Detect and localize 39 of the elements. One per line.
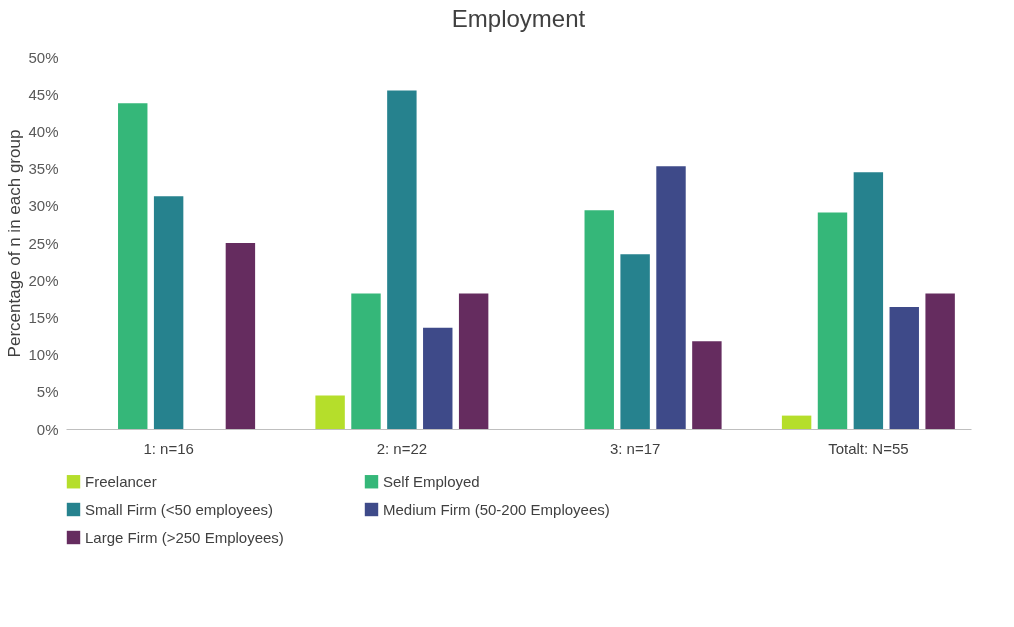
y-tick-label: 30% [28, 197, 59, 215]
bar [620, 254, 650, 429]
x-tick-label: 3: n=17 [609, 439, 661, 457]
bar [925, 293, 955, 429]
y-tick-label: 5% [36, 383, 59, 401]
x-tick-label: Totalt: N=55 [828, 439, 909, 457]
bar [781, 415, 812, 429]
y-tick-label: 0% [36, 420, 59, 438]
bar [423, 327, 453, 429]
y-tick-label: 50% [28, 48, 59, 66]
y-tick-label: 45% [28, 85, 59, 103]
x-tick-label: 2: n=22 [376, 439, 428, 457]
legend-label: Large Firm (>250 Employees) [85, 528, 284, 546]
y-tick-label: 25% [28, 234, 59, 252]
bar [387, 90, 417, 429]
bar [118, 103, 148, 429]
y-tick-label: 15% [28, 308, 59, 326]
chart-title: Employment [451, 5, 586, 32]
y-tick-label: 10% [28, 346, 59, 364]
bar [889, 306, 919, 429]
bar [315, 395, 345, 429]
bar [692, 341, 722, 429]
y-tick-label: 35% [28, 160, 59, 178]
y-tick-label: 20% [28, 271, 59, 289]
x-tick-label: 1: n=16 [143, 439, 194, 457]
bar [153, 196, 184, 429]
bar [656, 166, 686, 429]
legend-label: Medium Firm (50-200 Employees) [383, 500, 610, 518]
bar [853, 172, 884, 429]
bar [351, 293, 381, 429]
bar [225, 243, 256, 429]
bar [817, 212, 848, 429]
legend-label: Self Employed [383, 472, 480, 490]
y-axis-title: Percentage of n in each group [5, 129, 25, 358]
legend-label: Small Firm (<50 employees) [85, 500, 273, 518]
legend-label: Freelancer [85, 472, 157, 490]
y-tick-label: 40% [28, 122, 59, 140]
bar [584, 210, 614, 429]
bar [458, 293, 489, 429]
